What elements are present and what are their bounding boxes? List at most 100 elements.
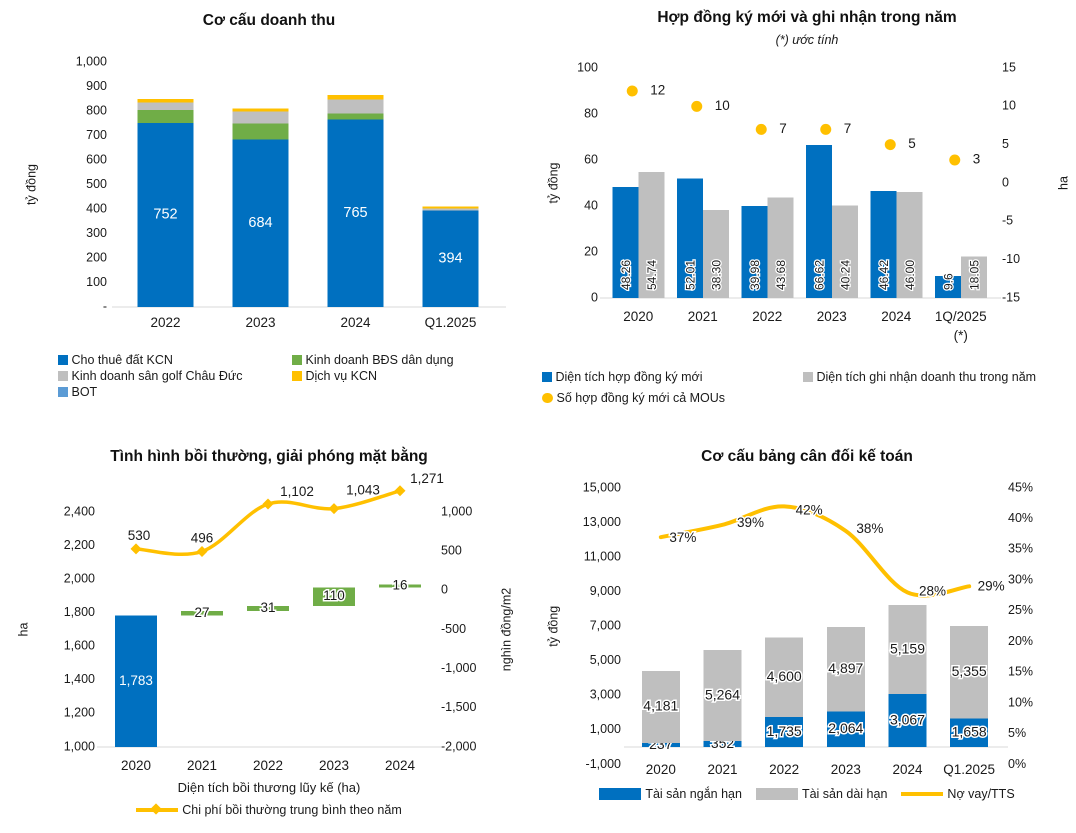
- svg-text:2022: 2022: [150, 315, 180, 330]
- legend-item: Dịch vụ KCN: [292, 369, 454, 383]
- legend-label: Diện tích hợp đồng ký mới: [555, 370, 703, 384]
- svg-text:4,600: 4,600: [767, 668, 802, 684]
- chart-panel-contracts: 100 80 60 40 20 0 15 10 5 0 -5 -10 -15 tỷ đồng ha 2020 2…: [538, 0, 1076, 417]
- svg-text:-500: -500: [441, 622, 466, 636]
- svg-text:-15: -15: [1002, 290, 1020, 304]
- legend-swatch: [292, 355, 302, 365]
- svg-text:38.30: 38.30: [709, 260, 723, 290]
- svg-text:4,897: 4,897: [828, 660, 863, 676]
- svg-text:5,264: 5,264: [705, 686, 740, 702]
- svg-text:48.26: 48.26: [619, 260, 633, 290]
- svg-text:45%: 45%: [1008, 480, 1033, 494]
- svg-text:100: 100: [86, 275, 107, 289]
- bars: 48.26 52.01 39.98 66.62 46.42 9.6 54.74 38.30 43…: [612, 144, 987, 298]
- chart-panel-revenue-structure: 1,000 900 800 700 600 500 400 300 200 100 - tỷ đồng…: [0, 0, 538, 417]
- legend-item: Diện tích hợp đồng ký mới: [542, 370, 795, 384]
- svg-text:0: 0: [441, 583, 448, 597]
- svg-text:15,000: 15,000: [583, 480, 621, 494]
- svg-text:-1,500: -1,500: [441, 700, 476, 714]
- svg-text:1,000: 1,000: [441, 504, 472, 518]
- svg-text:7: 7: [779, 121, 787, 136]
- svg-text:-5: -5: [1002, 214, 1013, 228]
- svg-text:800: 800: [86, 103, 107, 117]
- svg-text:2021: 2021: [187, 758, 217, 773]
- legend-swatch: [542, 392, 553, 404]
- svg-text:2022: 2022: [769, 762, 799, 777]
- svg-text:3,000: 3,000: [590, 688, 621, 702]
- svg-text:765: 765: [343, 205, 367, 221]
- svg-text:40%: 40%: [1008, 511, 1033, 525]
- legend-swatch: [58, 387, 68, 397]
- balance-sheet-legend: Tài sản ngắn hạn Tài sản dài hạn Nợ vay/…: [538, 787, 1076, 801]
- svg-text:2,064: 2,064: [828, 720, 863, 736]
- svg-text:2023: 2023: [319, 758, 349, 773]
- legend-swatch: [136, 808, 179, 812]
- svg-text:10: 10: [715, 98, 730, 113]
- contracts-legend: Diện tích hợp đồng ký mới Diện tích ghi …: [542, 370, 1036, 405]
- svg-text:66.62: 66.62: [812, 260, 826, 290]
- svg-text:2023: 2023: [245, 315, 275, 330]
- svg-text:5: 5: [1002, 137, 1009, 151]
- svg-text:2,400: 2,400: [64, 504, 95, 518]
- legend-label: Kinh doanh sân golf Châu Đức: [71, 369, 243, 383]
- legend-item: Chi phí bồi thường trung bình theo năm: [136, 803, 402, 817]
- svg-text:1,200: 1,200: [64, 706, 95, 720]
- legend-label: Chi phí bồi thường trung bình theo năm: [182, 803, 402, 817]
- axes: 15,000 13,000 11,000 9,000 7,000 5,000 3,000 1,…: [546, 480, 1033, 771]
- svg-text:43.68: 43.68: [774, 260, 788, 290]
- svg-text:tỷ đồng: tỷ đồng: [546, 606, 560, 647]
- legend-label: Cho thuê đất KCN: [71, 353, 173, 367]
- legend-label: Nợ vay/TTS: [947, 787, 1015, 801]
- svg-text:1,800: 1,800: [64, 605, 95, 619]
- svg-text:5: 5: [908, 136, 916, 151]
- legend-label: BOT: [71, 385, 98, 399]
- svg-text:2024: 2024: [881, 309, 912, 324]
- legend-label: Tài sản dài hạn: [801, 787, 888, 801]
- svg-text:2020: 2020: [623, 309, 653, 324]
- svg-text:2022: 2022: [253, 758, 283, 773]
- legend-label: Diện tích ghi nhận doanh thu trong năm: [816, 370, 1037, 384]
- compensation-legend: Chi phí bồi thường trung bình theo năm: [0, 803, 538, 817]
- svg-text:Q1.2025: Q1.2025: [943, 762, 995, 777]
- svg-text:200: 200: [86, 250, 107, 264]
- svg-text:2020: 2020: [121, 758, 151, 773]
- chart-panel-compensation: 2,400 2,200 2,000 1,800 1,600 1,400 1,200 1,000…: [0, 416, 538, 833]
- svg-text:40: 40: [584, 198, 598, 212]
- svg-text:2020: 2020: [646, 762, 676, 777]
- svg-text:300: 300: [86, 226, 107, 240]
- svg-text:5,000: 5,000: [590, 653, 621, 667]
- legend-swatch: [58, 355, 68, 365]
- chart-title: Tình hình bồi thường, giải phóng mặt bằn…: [110, 448, 428, 465]
- svg-text:52.01: 52.01: [683, 260, 697, 290]
- chart-title: Hợp đồng ký mới và ghi nhận trong năm: [657, 9, 957, 26]
- legend-swatch: [542, 372, 552, 382]
- svg-text:37%: 37%: [669, 530, 696, 545]
- svg-text:5,355: 5,355: [952, 663, 987, 679]
- legend-item: BOT: [58, 385, 284, 399]
- legend-item: Diện tích ghi nhận doanh thu trong năm: [803, 370, 1036, 384]
- svg-text:9.6: 9.6: [941, 273, 955, 290]
- svg-text:18.05: 18.05: [967, 260, 981, 290]
- svg-text:2021: 2021: [707, 762, 737, 777]
- svg-text:5%: 5%: [1008, 726, 1026, 740]
- x-axis-labels: 2020 2021 2022 2023 2024 1Q/2025 (*): [623, 309, 986, 343]
- svg-text:2022: 2022: [752, 309, 782, 324]
- svg-text:530: 530: [128, 528, 151, 543]
- legend-item: Số hợp đồng ký mới cả MOUs: [542, 391, 795, 405]
- svg-text:29%: 29%: [978, 578, 1005, 593]
- legend-item: Cho thuê đất KCN: [58, 353, 284, 367]
- svg-text:496: 496: [191, 530, 214, 545]
- line-series: 530 496 1,102 1,043 1,271: [126, 469, 445, 557]
- bars: 752 684 765 394: [137, 94, 479, 307]
- svg-text:20: 20: [584, 244, 598, 258]
- x-axis-labels: 2022 2023 2024 Q1.2025: [150, 315, 476, 330]
- svg-text:1,000: 1,000: [590, 722, 621, 736]
- legend-swatch: [292, 371, 302, 381]
- svg-text:2024: 2024: [340, 315, 371, 330]
- svg-text:5,159: 5,159: [890, 640, 925, 656]
- svg-text:60: 60: [584, 152, 598, 166]
- svg-text:-: -: [103, 299, 107, 313]
- svg-text:7: 7: [844, 121, 852, 136]
- svg-text:46.42: 46.42: [877, 260, 891, 290]
